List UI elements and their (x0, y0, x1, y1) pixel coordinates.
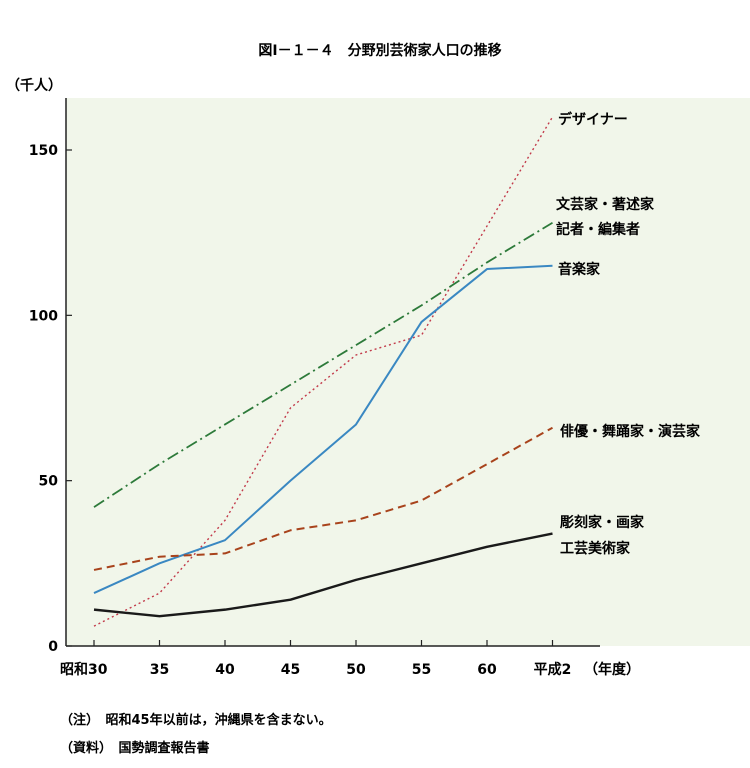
source-note: （資料） 国勢調査報告書 (60, 740, 210, 756)
y-tick-label: 100 (29, 308, 58, 324)
y-tick-label: 50 (39, 474, 59, 490)
x-tick-label: 50 (346, 662, 366, 678)
series-label: 俳優・舞踊家・演芸家 (560, 423, 701, 440)
x-tick-label: 40 (215, 662, 235, 678)
x-tick-label: 昭和30 (60, 662, 108, 678)
series-line (93, 221, 553, 508)
x-axis-label: （年度） (584, 661, 640, 678)
series-line (93, 532, 553, 618)
series-line (93, 426, 553, 571)
y-tick-label: 0 (48, 639, 58, 655)
chart-title: 図Ⅰ－１－４ 分野別芸術家人口の推移 (258, 42, 501, 59)
series-label: 工芸美術家 (560, 540, 631, 557)
x-tick-label: 平成2 (534, 661, 572, 678)
x-tick-label: 60 (477, 662, 497, 678)
x-tick-label: 55 (412, 662, 431, 678)
y-axis-label: （千人） (6, 77, 62, 94)
series-line (93, 116, 554, 627)
series-label: 彫刻家・画家 (559, 514, 645, 531)
series-label: 記者・編集者 (556, 221, 640, 238)
series-label: 文芸家・著述家 (556, 196, 655, 213)
series-line (93, 264, 553, 595)
plot-area (66, 98, 750, 646)
x-tick-label: 35 (150, 662, 169, 678)
footnote: （注） 昭和45年以前は，沖縄県を含まない。 (60, 712, 332, 728)
series-label: 音楽家 (558, 261, 601, 278)
series-label: デザイナー (558, 111, 628, 128)
y-tick-label: 150 (29, 143, 58, 159)
x-tick-label: 45 (281, 662, 300, 678)
